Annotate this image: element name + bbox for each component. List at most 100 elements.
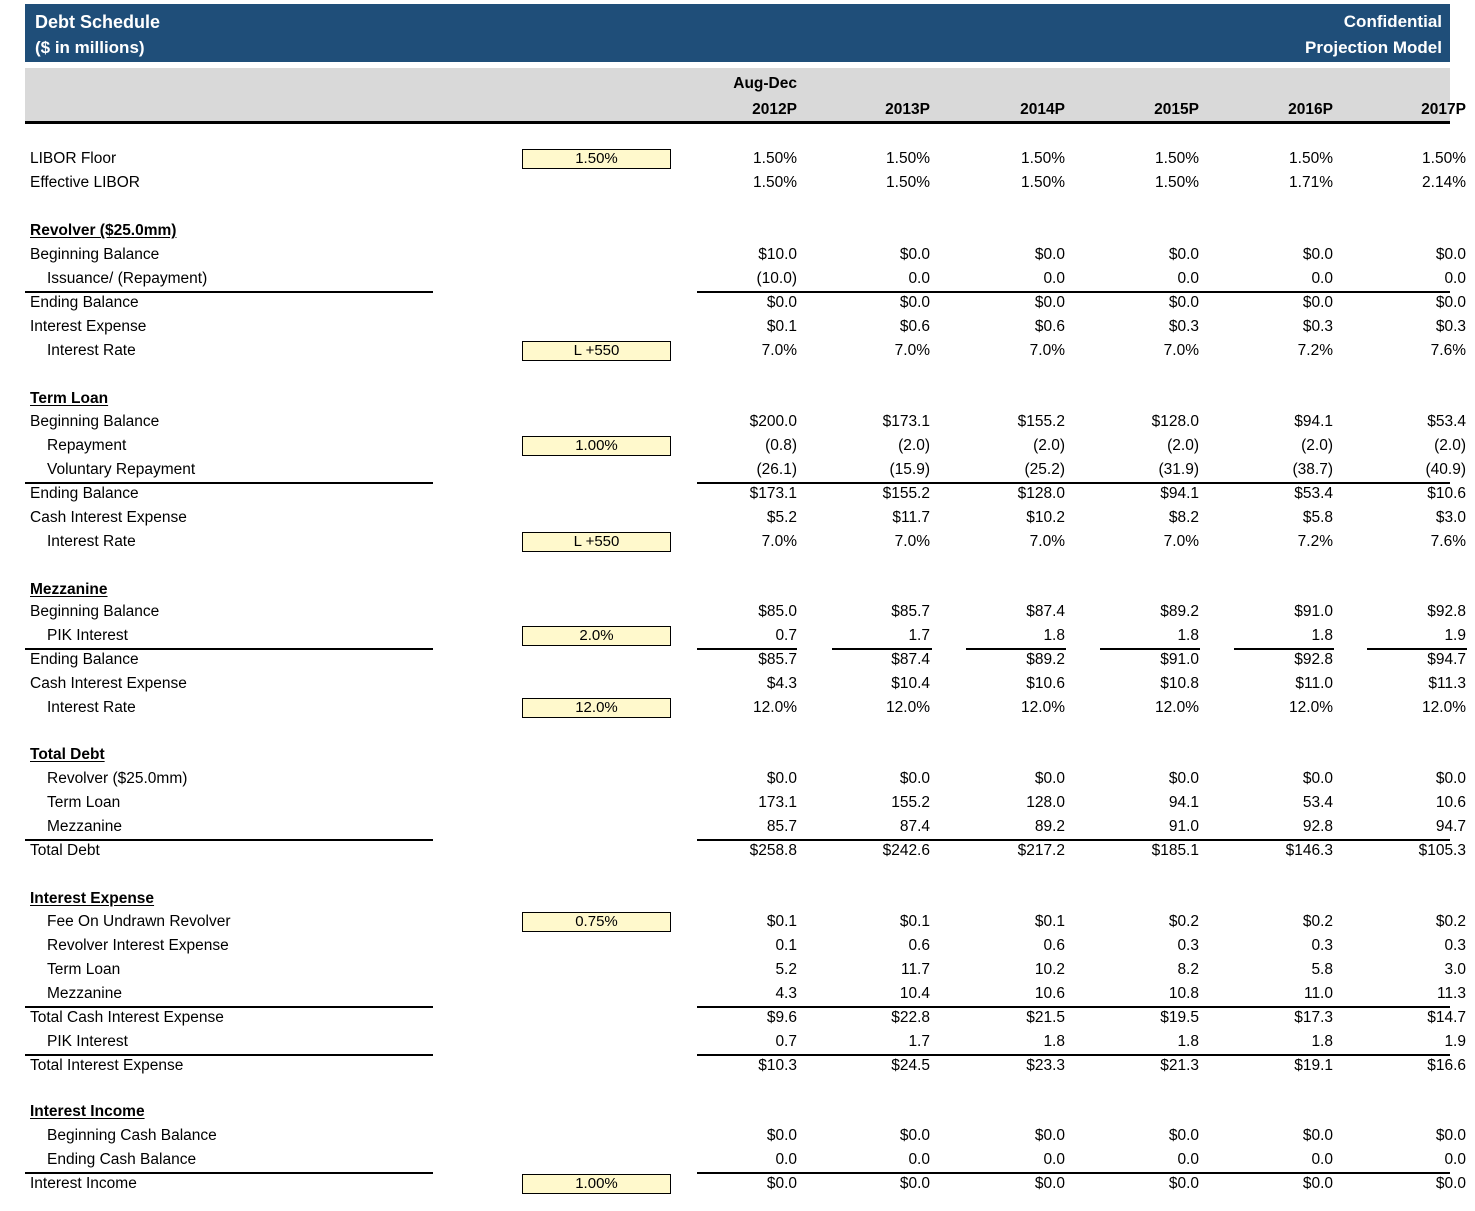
row-label-libor-floor: LIBOR Floor xyxy=(30,150,117,167)
page-title: Debt Schedule xyxy=(35,12,161,32)
cell-mezz-end-2015p: $91.0 xyxy=(1160,651,1199,668)
cell-mezz-beg-2016p: $91.0 xyxy=(1294,603,1333,620)
cell-termloan-end-2015p: $94.1 xyxy=(1160,485,1199,502)
cell-ie-revolver-2014p: 0.6 xyxy=(1043,937,1065,954)
subtotal-rule-termloan-labels xyxy=(25,482,433,484)
cell-mezz-end-2013p: $87.4 xyxy=(891,651,930,668)
section-header-total-debt: Total Debt xyxy=(0,743,1475,766)
row-beginning-cash-balance: Beginning Cash Balance $0.0 $0.0 $0.0 $0… xyxy=(0,1124,1475,1147)
cell-undrawnfee-2014p: $0.1 xyxy=(1034,913,1065,930)
row-mezz-pik-interest: PIK Interest 2.0% 0.7 1.7 1.8 1.8 1.8 1.… xyxy=(0,624,1475,647)
cell-totalcashint-2017p: $14.7 xyxy=(1427,1009,1466,1026)
row-label-termloan-voluntary-repayment: Voluntary Repayment xyxy=(47,461,196,478)
subtotal-rule-interest-income-labels xyxy=(25,1172,433,1174)
row-totaldebt-total: Total Debt $258.8 $242.6 $217.2 $185.1 $… xyxy=(0,839,1475,862)
cell-totalcashint-2012p: $9.6 xyxy=(766,1009,797,1026)
cell-mezz-rate-2012p: 12.0% xyxy=(753,699,797,716)
cell-endcash-2016p: 0.0 xyxy=(1311,1151,1333,1168)
cell-totalint-2016p: $19.1 xyxy=(1294,1057,1333,1074)
row-mezz-ending-balance: Ending Balance $85.7 $87.4 $89.2 $91.0 $… xyxy=(0,648,1475,671)
cell-begcash-2014p: $0.0 xyxy=(1034,1127,1065,1144)
cell-ie-termloan-2012p: 5.2 xyxy=(775,961,797,978)
cell-totaldebt-mezz-2015p: 91.0 xyxy=(1168,818,1199,835)
cell-totalcashint-2013p: $22.8 xyxy=(891,1009,930,1026)
cell-undrawnfee-2017p: $0.2 xyxy=(1435,913,1466,930)
cell-effective-libor-2014p: 1.50% xyxy=(1021,174,1065,191)
input-interest-income-rate[interactable]: 1.00% xyxy=(522,1174,671,1194)
cell-totaldebt-mezz-2013p: 87.4 xyxy=(899,818,930,835)
cell-revolver-rate-2017p: 7.6% xyxy=(1430,342,1466,359)
cell-totaldebt-termloan-2014p: 128.0 xyxy=(1026,794,1065,811)
cell-revolver-intexp-2014p: $0.6 xyxy=(1034,318,1065,335)
cell-ie-pik-2014p: 1.8 xyxy=(1043,1033,1065,1050)
subtotal-rule-mezz-col-2013p xyxy=(832,648,932,650)
cell-revolver-rate-2014p: 7.0% xyxy=(1029,342,1065,359)
cell-revolver-beg-2013p: $0.0 xyxy=(899,246,930,263)
cell-libor-floor-2012p: 1.50% xyxy=(753,150,797,167)
cell-termloan-repay-2016p: (2.0) xyxy=(1301,437,1333,454)
section-header-interest-expense: Interest Expense xyxy=(0,887,1475,910)
cell-termloan-volrepay-2014p: (25.2) xyxy=(1024,461,1066,478)
cell-totaldebt-total-2013p: $242.6 xyxy=(882,842,930,859)
cell-mezz-pik-2017p: 1.9 xyxy=(1444,627,1466,644)
cell-endcash-2014p: 0.0 xyxy=(1043,1151,1065,1168)
row-fee-undrawn-revolver: Fee On Undrawn Revolver 0.75% $0.1 $0.1 … xyxy=(0,910,1475,933)
input-undrawn-fee-rate[interactable]: 0.75% xyxy=(522,912,671,932)
row-interest-income-total: Interest Income 1.00% $0.0 $0.0 $0.0 $0.… xyxy=(0,1172,1475,1195)
cell-mezz-end-2016p: $92.8 xyxy=(1294,651,1333,668)
cell-ie-pik-2012p: 0.7 xyxy=(775,1033,797,1050)
column-subheader-aug-dec: Aug-Dec xyxy=(733,75,797,92)
row-termloan-voluntary-repayment: Voluntary Repayment (26.1) (15.9) (25.2)… xyxy=(0,458,1475,481)
row-mezz-cash-interest-expense: Cash Interest Expense $4.3 $10.4 $10.6 $… xyxy=(0,672,1475,695)
cell-totaldebt-total-2015p: $185.1 xyxy=(1151,842,1199,859)
subtotal-rule-termloan-numbers xyxy=(697,482,1450,484)
cell-ie-termloan-2015p: 8.2 xyxy=(1177,961,1199,978)
cell-termloan-repay-2017p: (2.0) xyxy=(1434,437,1466,454)
row-label-revolver-interest-rate: Interest Rate xyxy=(47,342,136,359)
cell-termloan-cashint-2015p: $8.2 xyxy=(1168,509,1199,526)
cell-begcash-2012p: $0.0 xyxy=(766,1127,797,1144)
cell-ie-pik-2016p: 1.8 xyxy=(1311,1033,1333,1050)
row-revolver-issuance-repayment: Issuance/ (Repayment) (10.0) 0.0 0.0 0.0… xyxy=(0,267,1475,290)
row-label-termloan-interest-rate: Interest Rate xyxy=(47,533,136,550)
cell-totaldebt-mezz-2014p: 89.2 xyxy=(1034,818,1065,835)
row-label-termloan-beginning-balance: Beginning Balance xyxy=(30,413,160,430)
row-label-revolver-beginning-balance: Beginning Balance xyxy=(30,246,160,263)
cell-mezz-pik-2013p: 1.7 xyxy=(908,627,930,644)
cell-revolver-rate-2013p: 7.0% xyxy=(894,342,930,359)
cell-totalint-2013p: $24.5 xyxy=(891,1057,930,1074)
cell-endcash-2015p: 0.0 xyxy=(1177,1151,1199,1168)
section-title-total-debt: Total Debt xyxy=(30,746,105,763)
subtotal-rule-mezz-col-2017p xyxy=(1367,648,1467,650)
cell-ie-termloan-2017p: 3.0 xyxy=(1444,961,1466,978)
row-termloan-beginning-balance: Beginning Balance $200.0 $173.1 $155.2 $… xyxy=(0,410,1475,433)
cell-termloan-beg-2015p: $128.0 xyxy=(1151,413,1199,430)
cell-termloan-beg-2017p: $53.4 xyxy=(1427,413,1466,430)
row-label-total-cash-interest-expense: Total Cash Interest Expense xyxy=(30,1009,224,1026)
input-termloan-repayment-pct[interactable]: 1.00% xyxy=(522,436,671,456)
input-mezz-interest-rate[interactable]: 12.0% xyxy=(522,698,671,718)
cell-totaldebt-mezz-2017p: 94.7 xyxy=(1435,818,1466,835)
row-ending-cash-balance: Ending Cash Balance 0.0 0.0 0.0 0.0 0.0 … xyxy=(0,1148,1475,1171)
title-banner: Debt Schedule ($ in millions) Confidenti… xyxy=(25,4,1450,62)
row-label-revolver-ending-balance: Ending Balance xyxy=(30,294,139,311)
row-label-ie-revolver-interest-expense: Revolver Interest Expense xyxy=(47,937,229,954)
cell-termloan-rate-2016p: 7.2% xyxy=(1297,533,1333,550)
subtotal-rule-mezz-col-2014p xyxy=(966,648,1066,650)
subtotal-rule-totaldebt-labels xyxy=(25,839,433,841)
cell-ie-mezz-2017p: 11.3 xyxy=(1436,985,1466,1002)
input-mezz-pik-rate[interactable]: 2.0% xyxy=(522,626,671,646)
banner-right-titles: Confidential Projection Model xyxy=(1305,9,1442,61)
subtotal-rule-totaldebt-numbers xyxy=(697,839,1450,841)
cell-ie-pik-2015p: 1.8 xyxy=(1177,1033,1199,1050)
cell-mezz-cashint-2016p: $11.0 xyxy=(1295,675,1333,692)
input-termloan-interest-rate[interactable]: L +550 xyxy=(522,532,671,552)
cell-termloan-beg-2016p: $94.1 xyxy=(1294,413,1333,430)
row-label-mezz-cash-interest-expense: Cash Interest Expense xyxy=(30,675,187,692)
input-libor-floor[interactable]: 1.50% xyxy=(522,149,671,169)
subtotal-rule-total-interest-labels xyxy=(25,1054,433,1056)
subtotal-rule-cash-interest-numbers xyxy=(697,1006,1450,1008)
input-revolver-interest-rate[interactable]: L +550 xyxy=(522,341,671,361)
cell-revolver-end-2017p: $0.0 xyxy=(1435,294,1466,311)
